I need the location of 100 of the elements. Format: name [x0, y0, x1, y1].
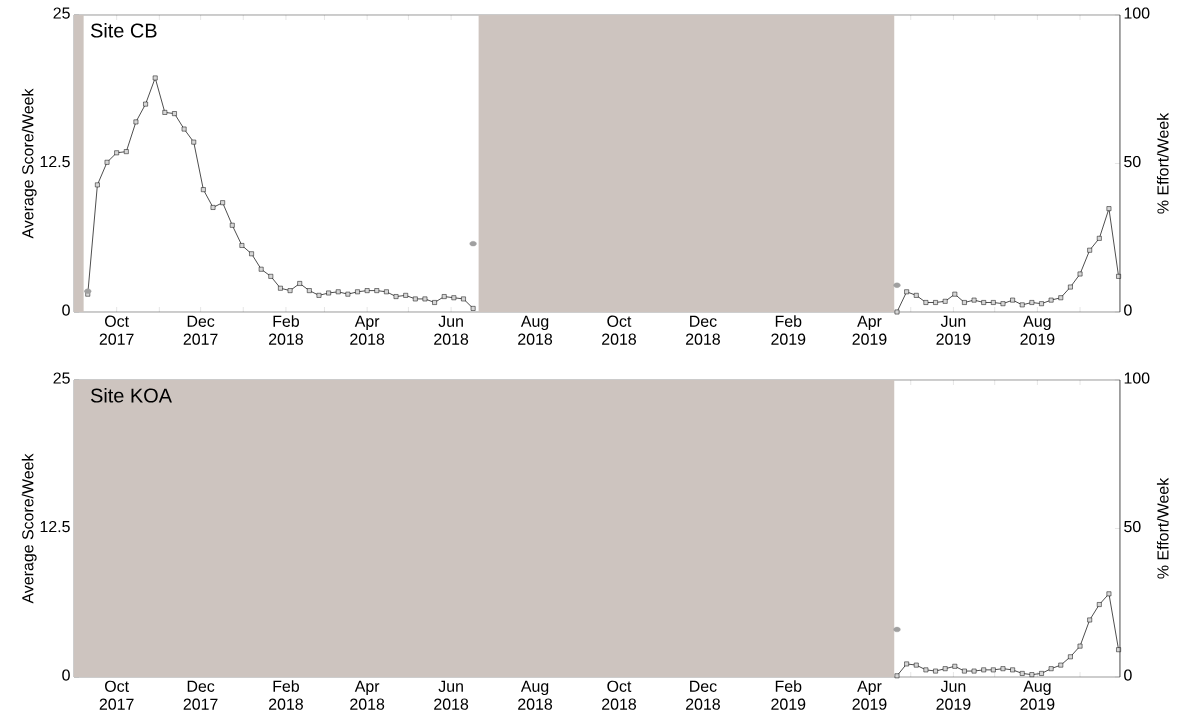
point: [1077, 643, 1083, 649]
point: [933, 300, 938, 305]
point: [278, 285, 283, 291]
point: [1068, 284, 1073, 290]
point: [1048, 666, 1054, 672]
x-tick-label: Aug 2019: [1020, 315, 1055, 345]
x-tick-label: Dec 2017: [183, 680, 218, 710]
point: [1058, 662, 1064, 668]
point: [981, 300, 987, 305]
point: [1029, 672, 1035, 677]
point: [355, 289, 360, 295]
point: [133, 119, 139, 125]
x-tick-label: Jun 2019: [936, 315, 971, 345]
point: [201, 187, 206, 192]
y-tick-label: 12.5: [40, 155, 70, 168]
point: [249, 251, 254, 257]
point: [162, 110, 168, 115]
point: [894, 673, 900, 679]
x-tick-label: Jun 2018: [434, 315, 469, 345]
point: [335, 289, 341, 295]
point: [904, 289, 909, 295]
point: [1087, 617, 1093, 623]
point: [345, 291, 351, 297]
y2-tick-label: 0: [1124, 669, 1132, 681]
point: [229, 222, 235, 228]
point: [1106, 591, 1112, 597]
point: [990, 667, 996, 673]
point: [942, 298, 948, 304]
x-tick-label: Apr 2018: [350, 315, 385, 345]
y-tick-label: 0: [62, 304, 70, 316]
point: [95, 182, 100, 188]
point: [461, 296, 466, 302]
y2-tick-label: 0: [1124, 304, 1132, 316]
point: [913, 293, 919, 298]
point: [952, 663, 958, 669]
x-tick-label: Oct 2017: [99, 315, 134, 345]
x-tick-label: Feb 2018: [269, 315, 303, 345]
point: [1010, 667, 1015, 673]
point: [1029, 300, 1035, 305]
point: [923, 300, 929, 305]
x-tick-label: Aug 2018: [518, 680, 553, 710]
point: [441, 294, 447, 299]
point: [412, 296, 418, 302]
point: [422, 296, 428, 302]
point: [364, 288, 370, 293]
point: [933, 668, 938, 674]
point: [114, 150, 120, 156]
point: [326, 290, 331, 296]
x-tick-label: Dec 2017: [183, 315, 218, 345]
point: [971, 297, 977, 303]
y-axis-title: Average Score/Week: [21, 453, 37, 604]
point: [942, 666, 948, 672]
point: [904, 661, 909, 667]
point: [220, 200, 225, 206]
x-tick-label: Dec 2018: [686, 680, 720, 710]
point: [923, 667, 929, 673]
x-tick-label: Feb 2019: [771, 315, 806, 345]
point: [1087, 247, 1093, 253]
point: [1000, 666, 1006, 672]
point: [307, 288, 312, 293]
y2-tick-label: 100: [1124, 7, 1150, 19]
point: [990, 300, 996, 305]
x-tick-label: Apr 2018: [350, 680, 385, 710]
point: [1039, 301, 1044, 307]
point: [1019, 671, 1025, 676]
chart-title: Site CB: [90, 22, 157, 38]
y2-tick-label: 50: [1124, 520, 1141, 533]
point: [172, 111, 177, 116]
point: [287, 288, 293, 293]
point: [913, 662, 919, 668]
point: [1106, 206, 1112, 211]
y-tick-label: 0: [62, 669, 70, 681]
point: [384, 289, 389, 295]
y-tick-label: 12.5: [40, 520, 70, 533]
point: [1096, 236, 1102, 241]
point: [981, 667, 987, 673]
point: [239, 243, 245, 248]
point: [1039, 671, 1044, 676]
x-tick-label: Oct 2017: [99, 680, 134, 710]
point: [894, 309, 900, 315]
point: [210, 205, 216, 210]
x-tick-label: Feb 2018: [269, 680, 303, 710]
y2-axis-title: % Effort/Week: [1156, 477, 1169, 579]
y-tick-label: 25: [53, 372, 70, 384]
point: [971, 668, 977, 674]
point: [432, 300, 437, 305]
point: [952, 291, 958, 297]
point: [470, 306, 476, 311]
y-tick-label: 25: [53, 7, 70, 19]
point: [316, 293, 322, 298]
point: [152, 75, 158, 81]
point: [181, 126, 187, 132]
point: [1068, 654, 1073, 660]
x-tick-label: Oct 2018: [602, 680, 637, 710]
point: [297, 281, 303, 286]
x-tick-label: Apr 2019: [852, 680, 887, 710]
point: [1010, 297, 1015, 303]
point: [191, 139, 197, 145]
x-tick-label: Jun 2018: [434, 680, 469, 710]
point: [1058, 295, 1064, 301]
